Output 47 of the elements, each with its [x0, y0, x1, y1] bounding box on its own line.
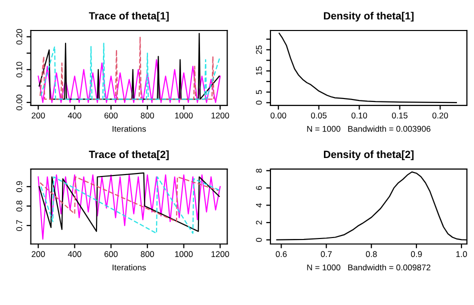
y-tick-label: 2 [256, 220, 262, 224]
x-tick-label: 0.10 [352, 112, 368, 118]
x-tick-label: 400 [68, 112, 82, 118]
x-tick-label: 800 [140, 251, 154, 258]
x-tick-label: 200 [32, 112, 45, 118]
x-axis-title: Iterations [112, 264, 146, 270]
x-tick-label: 400 [68, 251, 82, 258]
x-tick-label: 1200 [212, 112, 230, 118]
y-tick-label: 0.8 [16, 200, 22, 212]
x-tick-label: 1000 [175, 112, 193, 118]
x-tick-label: 600 [104, 251, 118, 258]
y-tick-label: 0 [256, 100, 262, 105]
x-tick-label: 1.0 [456, 251, 467, 258]
x-tick-label: 0.7 [320, 251, 332, 258]
y-tick-label: 8 [256, 168, 262, 173]
line-series [38, 59, 221, 104]
y-tick-label: 6 [256, 186, 262, 190]
x-tick-label: 0.6 [276, 251, 287, 258]
y-tick-label: 0.7 [16, 220, 22, 231]
x-tick-label: 0.8 [366, 251, 377, 258]
line-series [276, 171, 467, 240]
x-axis-title: N = 1000 Bandwidth = 0.009872 [307, 264, 430, 270]
x-tick-label: 0.9 [410, 251, 422, 258]
chart-title: Density of theta[1] [324, 12, 414, 22]
y-tick-label: 15 [256, 66, 262, 75]
x-tick-label: 800 [140, 112, 154, 118]
chart-title: Density of theta[2] [324, 150, 414, 160]
x-tick-label: 0.15 [392, 112, 408, 118]
x-tick-label: 600 [104, 112, 118, 118]
chart-title: Trace of theta[2] [88, 150, 169, 160]
x-tick-label: 0.00 [270, 112, 286, 118]
y-tick-label: 0.10 [16, 62, 22, 78]
x-axis-title: N = 1000 Bandwidth = 0.003906 [307, 126, 430, 132]
line-series [40, 176, 219, 222]
y-tick-label: 5 [256, 90, 262, 94]
x-tick-label: 200 [32, 251, 45, 258]
y-tick-label: 4 [256, 203, 262, 208]
x-tick-label: 0.20 [432, 112, 448, 118]
y-tick-label: 0.20 [16, 28, 22, 45]
x-tick-label: 1200 [212, 251, 230, 258]
y-tick-label: 0 [256, 238, 262, 242]
chart-title: Trace of theta[1] [88, 12, 169, 22]
x-tick-label: 0.05 [311, 112, 327, 118]
x-tick-label: 1000 [175, 251, 193, 258]
x-axis-title: Iterations [112, 126, 146, 132]
y-tick-label: 0.9 [16, 181, 22, 192]
y-tick-label: 25 [256, 45, 262, 54]
